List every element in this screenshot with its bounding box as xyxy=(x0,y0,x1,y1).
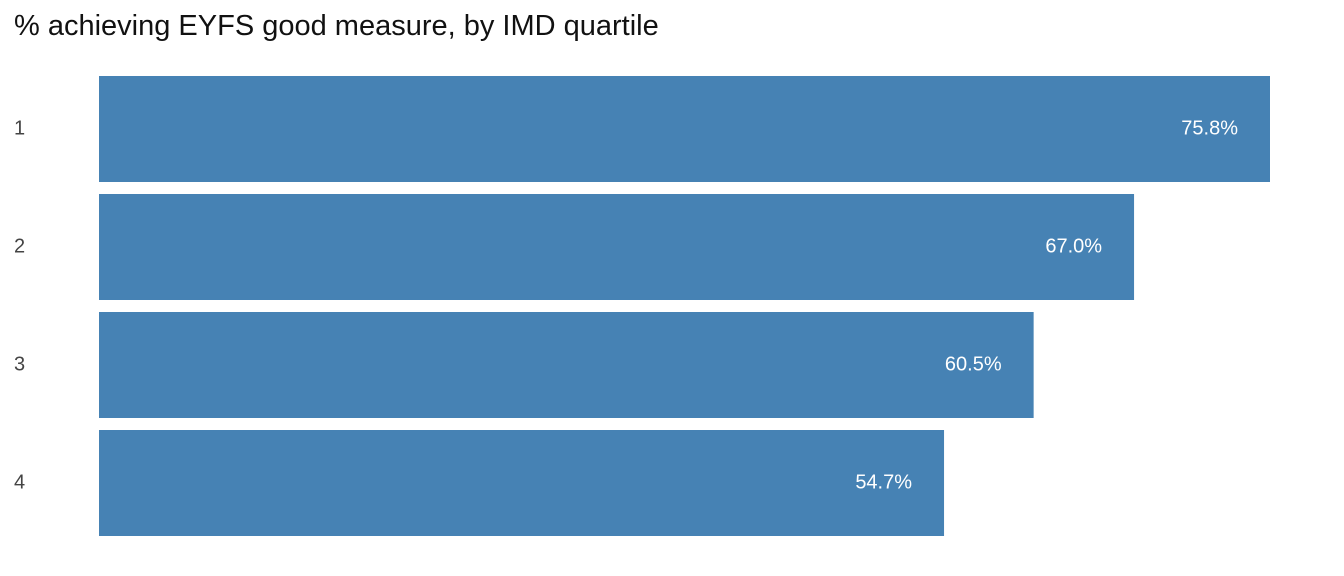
category-label-4: 4 xyxy=(14,471,25,493)
value-label-3: 60.5% xyxy=(945,353,1002,375)
value-label-4: 54.7% xyxy=(855,471,912,493)
chart-title: % achieving EYFS good measure, by IMD qu… xyxy=(14,10,659,42)
bar-4 xyxy=(99,430,945,536)
bar-2 xyxy=(99,194,1135,300)
category-label-2: 2 xyxy=(14,235,25,257)
category-label-1: 1 xyxy=(14,117,25,139)
category-label-3: 3 xyxy=(14,353,25,375)
bar-1 xyxy=(99,76,1270,182)
bars-group: 1 75.8% 2 67.0% 3 60.5% 4 54.7% xyxy=(14,76,1270,536)
bar-3 xyxy=(99,312,1034,418)
value-label-2: 67.0% xyxy=(1045,235,1102,257)
value-label-1: 75.8% xyxy=(1181,117,1238,139)
